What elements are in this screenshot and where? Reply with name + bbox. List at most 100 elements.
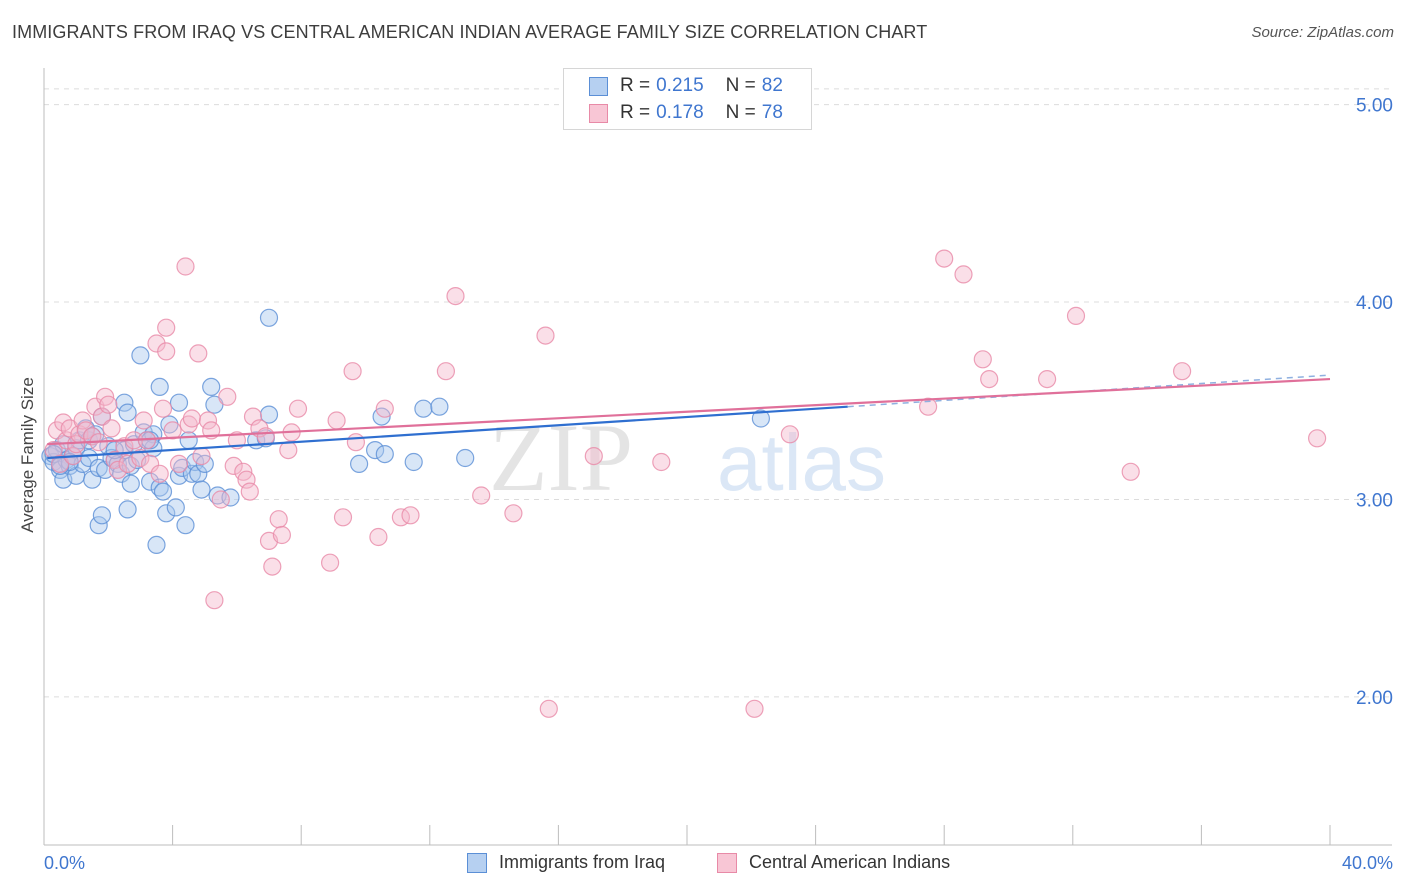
data-points <box>41 249 1327 718</box>
point-central-american <box>436 362 455 381</box>
series-legend-label: Immigrants from Iraq <box>499 852 666 872</box>
point-iraq <box>83 470 102 489</box>
series-swatch-pink <box>717 852 737 873</box>
x-tick-label-max: 40.0% <box>1341 853 1393 873</box>
legend-swatch-pink <box>589 103 608 123</box>
point-central-american <box>401 506 420 525</box>
point-iraq <box>89 458 108 477</box>
point-iraq <box>150 377 169 396</box>
point-iraq <box>751 409 771 428</box>
point-iraq <box>176 516 195 535</box>
watermark-atlas: atlas <box>717 418 886 507</box>
trendline-central-american <box>47 377 1331 446</box>
point-central-american <box>375 399 394 418</box>
point-central-american <box>163 421 182 440</box>
point-central-american <box>150 464 169 483</box>
point-iraq <box>147 535 166 555</box>
point-iraq <box>89 516 108 535</box>
point-central-american <box>182 409 201 428</box>
trendline-iraq-extension <box>847 374 1331 408</box>
point-central-american <box>134 411 153 430</box>
series-legend: Immigrants from Iraq Central American In… <box>0 852 1406 878</box>
point-iraq <box>259 405 279 424</box>
point-iraq <box>182 464 201 483</box>
point-central-american <box>780 425 800 444</box>
point-central-american <box>973 350 992 369</box>
point-central-american <box>131 448 150 468</box>
point-central-american <box>157 342 176 361</box>
point-iraq <box>404 452 423 472</box>
series-swatch-blue <box>467 852 487 873</box>
legend-n-value: 82 <box>761 75 783 96</box>
point-central-american <box>1066 306 1086 325</box>
point-central-american <box>240 482 259 501</box>
series-legend-item-central-american: Central American Indians <box>717 852 950 873</box>
point-iraq <box>259 308 279 327</box>
point-central-american <box>346 433 365 452</box>
point-central-american <box>141 454 160 473</box>
point-central-american <box>327 411 346 430</box>
point-central-american <box>446 287 465 306</box>
point-iraq <box>350 454 369 473</box>
correlation-legend: R = 0.215 N = 82 R = 0.178 N = 78 <box>563 68 812 130</box>
point-central-american <box>218 387 237 406</box>
point-central-american <box>918 397 938 416</box>
legend-n-label: N = <box>725 75 756 96</box>
point-central-american <box>153 399 173 418</box>
point-central-american <box>176 257 195 276</box>
trendline-iraq <box>47 405 848 460</box>
chart-title: IMMIGRANTS FROM IRAQ VS CENTRAL AMERICAN… <box>12 22 928 42</box>
point-iraq <box>375 445 394 464</box>
point-iraq <box>121 474 140 493</box>
point-central-american <box>102 419 121 438</box>
series-legend-item-iraq: Immigrants from Iraq <box>467 852 665 873</box>
point-central-american <box>157 318 176 337</box>
y-tick-labels: 2.00 3.00 4.00 5.00 <box>1356 96 1393 709</box>
point-central-american <box>1307 429 1327 448</box>
point-iraq <box>366 441 385 460</box>
point-central-american <box>243 407 263 426</box>
point-central-american <box>279 441 298 460</box>
y-tick-label: 3.00 <box>1356 490 1393 511</box>
point-central-american <box>108 460 128 479</box>
point-central-american <box>211 490 230 509</box>
point-iraq <box>430 397 449 416</box>
point-central-american <box>343 362 362 381</box>
legend-n-value: 78 <box>761 102 783 123</box>
point-central-american <box>1121 462 1140 481</box>
point-central-american <box>504 504 523 523</box>
point-central-american <box>472 486 491 505</box>
point-iraq <box>456 448 475 468</box>
point-central-american <box>189 344 208 363</box>
point-central-american <box>333 508 353 527</box>
y-tick-label: 5.00 <box>1356 96 1393 117</box>
point-central-american <box>1172 362 1192 381</box>
point-iraq <box>157 504 176 523</box>
legend-r-label: R = <box>620 75 651 96</box>
point-central-american <box>192 447 211 466</box>
y-tick-label: 2.00 <box>1356 688 1393 709</box>
legend-r-label: R = <box>620 102 651 123</box>
trend-lines <box>47 374 1331 460</box>
point-iraq <box>92 506 112 525</box>
point-central-american <box>169 454 189 473</box>
point-iraq <box>79 448 99 468</box>
legend-n-label: N = <box>725 102 756 123</box>
point-central-american <box>263 557 282 576</box>
legend-r-value: 0.178 <box>656 102 704 123</box>
point-iraq <box>169 393 189 412</box>
point-central-american <box>369 527 388 547</box>
legend-swatch-blue <box>589 76 608 96</box>
point-central-american <box>272 525 291 545</box>
point-central-american <box>256 427 275 446</box>
point-central-american <box>269 510 288 529</box>
point-central-american <box>745 699 764 718</box>
point-central-american <box>935 249 954 268</box>
point-iraq <box>179 431 198 450</box>
point-iraq <box>153 482 173 501</box>
point-central-american <box>73 411 92 430</box>
source-credit: Source: ZipAtlas.com <box>1251 24 1394 41</box>
point-iraq <box>414 399 433 418</box>
point-iraq <box>202 377 221 396</box>
